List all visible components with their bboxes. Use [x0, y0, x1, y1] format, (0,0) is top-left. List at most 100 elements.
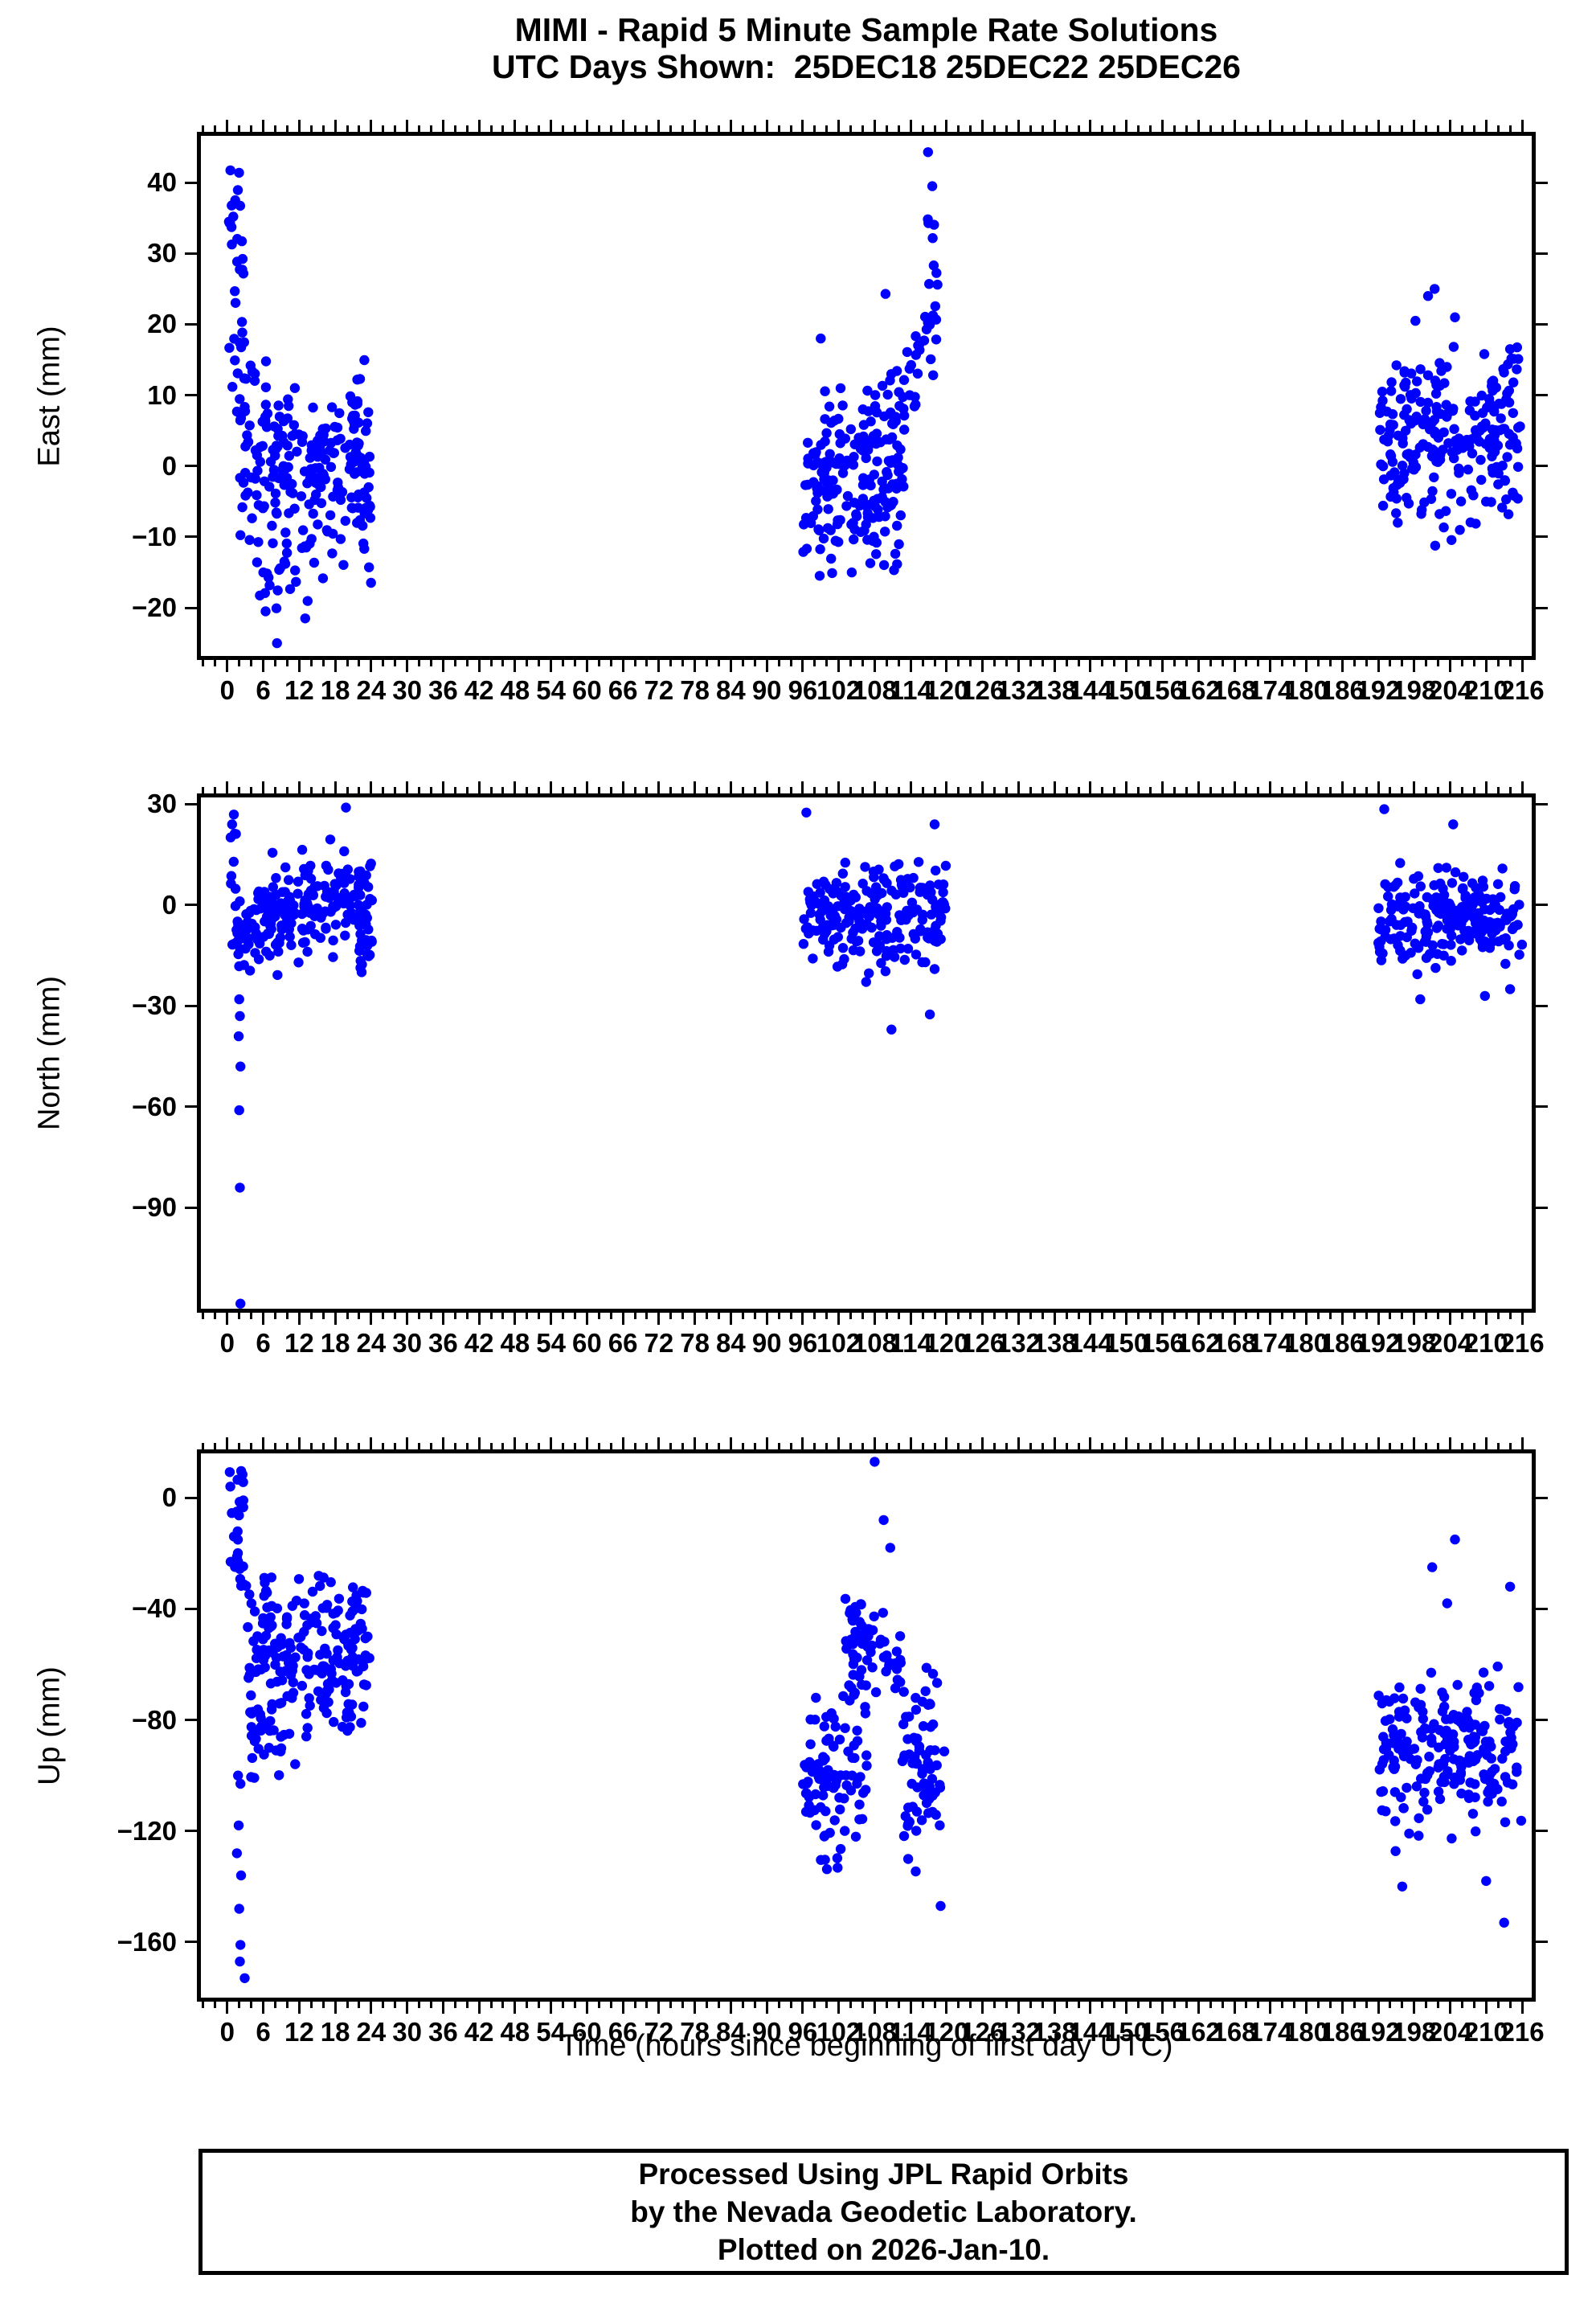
- tick-mark: [214, 1313, 217, 1319]
- tick-mark: [1257, 125, 1260, 132]
- tick-mark: [969, 2002, 972, 2008]
- x-tick-label: 216: [1500, 675, 1545, 705]
- tick-mark: [526, 1443, 529, 1449]
- tick-mark: [526, 787, 529, 793]
- tick-mark: [441, 2002, 444, 2014]
- tick-mark: [514, 660, 517, 672]
- tick-mark: [993, 787, 996, 793]
- tick-mark: [1221, 660, 1224, 666]
- tick-mark: [1233, 1437, 1236, 1449]
- tick-mark: [1401, 1313, 1404, 1319]
- tick-mark: [1017, 781, 1020, 793]
- y-tick-label: −40: [132, 1593, 177, 1624]
- x-tick-label: 78: [680, 675, 710, 705]
- y-tick-label: −60: [132, 1091, 177, 1121]
- tick-mark: [285, 1443, 289, 1449]
- tick-mark: [801, 120, 804, 132]
- tick-mark: [645, 787, 649, 793]
- tick-mark: [1316, 125, 1320, 132]
- x-tick-label: 156: [1140, 1328, 1185, 1358]
- tick-mark: [1484, 120, 1488, 132]
- tick-mark: [1209, 787, 1212, 793]
- tick-mark: [346, 1313, 349, 1319]
- x-tick-label: 186: [1320, 2017, 1365, 2047]
- tick-mark: [1293, 125, 1296, 132]
- tick-mark: [885, 2002, 888, 2008]
- tick-mark: [681, 2002, 685, 2008]
- tick-mark: [945, 1313, 948, 1325]
- x-tick-label: 114: [889, 675, 932, 705]
- tick-mark: [1221, 125, 1224, 132]
- tick-mark: [1496, 125, 1500, 132]
- tick-mark: [717, 125, 720, 132]
- tick-mark: [837, 781, 841, 793]
- tick-mark: [669, 1443, 673, 1449]
- tick-mark: [1508, 1313, 1512, 1319]
- tick-mark: [538, 2002, 541, 2008]
- tick-mark: [202, 2002, 205, 2008]
- tick-mark: [309, 787, 313, 793]
- x-tick-label: 108: [852, 675, 897, 705]
- tick-mark: [981, 1437, 984, 1449]
- tick-mark: [1449, 120, 1452, 132]
- tick-mark: [477, 781, 481, 793]
- tick-mark: [202, 1313, 205, 1319]
- tick-mark: [1536, 1719, 1548, 1722]
- tick-mark: [1389, 1313, 1392, 1319]
- x-tick-label: 138: [1032, 1328, 1077, 1358]
- tick-mark: [370, 2002, 373, 2014]
- x-tick-label: 192: [1356, 1328, 1401, 1358]
- tick-mark: [382, 125, 385, 132]
- tick-mark: [1536, 322, 1548, 326]
- tick-mark: [1508, 1443, 1512, 1449]
- x-tick-label: 102: [816, 675, 861, 705]
- tick-mark: [1496, 1443, 1500, 1449]
- tick-mark: [921, 1443, 924, 1449]
- tick-mark: [1449, 660, 1452, 672]
- tick-mark: [526, 2002, 529, 2008]
- tick-mark: [681, 125, 685, 132]
- tick-mark: [453, 787, 456, 793]
- tick-mark: [285, 125, 289, 132]
- tick-mark: [429, 2002, 432, 2008]
- tick-mark: [214, 2002, 217, 2008]
- tick-mark: [1089, 660, 1092, 672]
- tick-mark: [573, 1443, 576, 1449]
- x-tick-label: 174: [1248, 2017, 1293, 2047]
- tick-mark: [285, 660, 289, 666]
- tick-mark: [501, 2002, 505, 2008]
- x-tick-label: 0: [219, 675, 235, 705]
- tick-mark: [370, 781, 373, 793]
- tick-mark: [202, 660, 205, 666]
- footer-line-3: Plotted on 2026-Jan-10.: [717, 2233, 1050, 2266]
- tick-mark: [1472, 660, 1475, 666]
- tick-mark: [1328, 1443, 1332, 1449]
- tick-mark: [777, 660, 780, 666]
- tick-mark: [861, 2002, 865, 2008]
- tick-mark: [1065, 787, 1068, 793]
- tick-mark: [1197, 120, 1200, 132]
- tick-mark: [969, 660, 972, 666]
- x-tick-label: 0: [219, 2017, 235, 2047]
- x-tick-label: 6: [256, 2017, 271, 2047]
- tick-mark: [1281, 660, 1284, 666]
- tick-mark: [597, 1443, 600, 1449]
- x-tick-label: 108: [852, 2017, 897, 2047]
- tick-mark: [1305, 660, 1308, 672]
- tick-mark: [585, 1437, 588, 1449]
- y-tick-label: 0: [162, 450, 177, 481]
- x-tick-label: 60: [572, 675, 602, 705]
- tick-mark: [1269, 781, 1272, 793]
- tick-mark: [1496, 660, 1500, 666]
- tick-mark: [1053, 1313, 1056, 1325]
- tick-mark: [1005, 2002, 1009, 2008]
- tick-mark: [1377, 2002, 1380, 2014]
- tick-mark: [945, 2002, 948, 2014]
- tick-mark: [897, 1443, 900, 1449]
- tick-mark: [441, 660, 444, 672]
- tick-mark: [1005, 1443, 1009, 1449]
- x-tick-label: 6: [256, 675, 271, 705]
- tick-mark: [694, 781, 697, 793]
- tick-mark: [370, 1437, 373, 1449]
- tick-mark: [1536, 1206, 1548, 1209]
